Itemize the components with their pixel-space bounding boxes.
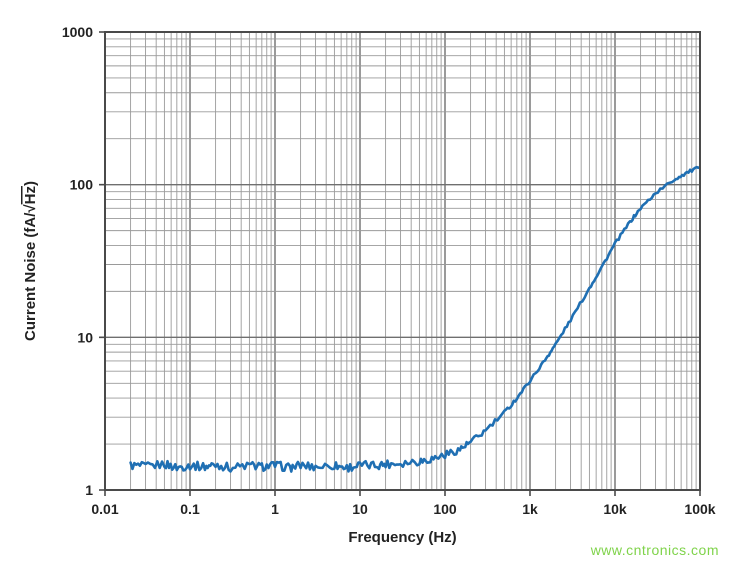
svg-text:1k: 1k [522,501,538,517]
svg-text:1000: 1000 [62,24,93,40]
current-noise-chart: 0.01 0.1 1 10 100 1k 10k 100k 1 10 100 1000 Frequenc… [0,0,741,568]
svg-text:100: 100 [70,177,94,193]
svg-text:10k: 10k [603,501,627,517]
svg-text:0.01: 0.01 [91,501,118,517]
svg-text:1: 1 [271,501,279,517]
svg-text:10: 10 [77,329,93,345]
svg-text:100: 100 [433,501,457,517]
svg-text:10: 10 [352,501,368,517]
svg-text:1: 1 [85,482,93,498]
svg-text:100k: 100k [684,501,715,517]
svg-text:Current Noise (fA/√Hz): Current Noise (fA/√Hz) [22,181,39,341]
svg-text:0.1: 0.1 [180,501,200,517]
watermark-text: www.cntronics.com [591,542,719,558]
svg-text:Frequency (Hz): Frequency (Hz) [348,529,456,546]
